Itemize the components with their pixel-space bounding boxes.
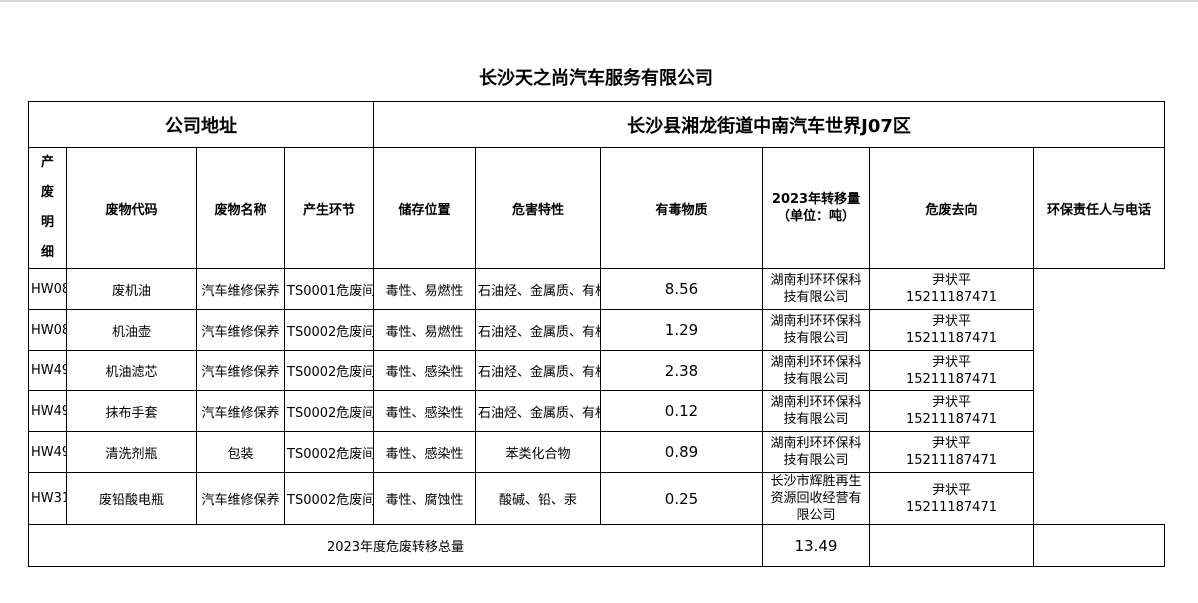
address-value: 长沙县湘龙街道中南汽车世界J07区 xyxy=(373,101,1165,148)
table-row: HW08-900-214-08废机油汽车维修保养TS0001危废间毒性、易燃性石… xyxy=(28,268,1165,310)
total-empty-dest xyxy=(869,524,1034,567)
toxic-substance-cell: 石油烃、金属质、有机毒素 xyxy=(475,350,601,391)
contact-person: 尹状平 xyxy=(931,314,971,329)
header-storage: 储存位置 xyxy=(373,147,476,269)
stage-cell: 汽车维修保养 xyxy=(196,350,285,391)
total-label: 2023年度危废转移总量 xyxy=(28,524,763,567)
contact-person: 尹状平 xyxy=(931,354,971,370)
table-row: HW49-900-041-49机油滤芯汽车维修保养TS0002危废间毒性、感染性… xyxy=(28,350,1165,391)
waste-code-cell: HW08-900-249-08 xyxy=(28,309,67,351)
hazard-cell: 毒性、感染性 xyxy=(373,431,476,473)
waste-name-cell: 机油壶 xyxy=(66,309,197,351)
contact-person: 尹状平 xyxy=(931,395,971,410)
stage-cell: 汽车维修保养 xyxy=(196,390,285,432)
contact-person: 尹状平 xyxy=(931,436,971,451)
table-row: HW49-900-041-49抹布手套汽车维修保养TS0002危废间毒性、感染性… xyxy=(28,390,1165,432)
header-hazard: 危害特性 xyxy=(475,147,601,269)
contact-phone: 15211187471 xyxy=(906,453,997,468)
stage-cell: 汽车维修保养 xyxy=(196,309,285,351)
quantity-cell: 0.89 xyxy=(600,431,763,473)
stage-cell: 汽车维修保养 xyxy=(196,472,285,525)
destination-cell: 长沙市辉胜再生资源回收经营有限公司 xyxy=(762,472,870,525)
hazard-cell: 毒性、腐蚀性 xyxy=(373,472,476,525)
destination-cell: 湖南利环环保科技有限公司 xyxy=(762,268,870,310)
table-row: HW49-900-041-49清洗剂瓶包装TS0002危废间毒性、感染性苯类化合… xyxy=(28,431,1165,473)
contact-phone: 15211187471 xyxy=(906,371,997,387)
toxic-substance-cell: 苯类化合物 xyxy=(475,431,601,473)
contact-cell: 尹状平 15211187471 xyxy=(869,390,1034,432)
header-qty: 2023年转移量 （单位：吨） xyxy=(762,147,870,269)
total-row: 2023年度危废转移总量 13.49 xyxy=(28,524,1165,567)
storage-cell: TS0001危废间 xyxy=(284,268,374,310)
contact-phone: 15211187471 xyxy=(906,331,997,346)
header-row: 产废明细 废物代码 废物名称 产生环节 储存位置 危害特性 有毒物质 2023年… xyxy=(28,147,1165,269)
header-qty-line2: （单位：吨） xyxy=(776,209,855,224)
waste-table: 公司地址 长沙县湘龙街道中南汽车世界J07区 产废明细 废物代码 废物名称 产生… xyxy=(28,101,1165,567)
table-row: HW31-900-052-31废铅酸电瓶汽车维修保养TS0002危废间毒性、腐蚀… xyxy=(28,472,1165,525)
page-title: 长沙天之尚汽车服务有限公司 xyxy=(479,68,713,89)
hazard-cell: 毒性、易燃性 xyxy=(373,309,476,351)
quantity-cell: 8.56 xyxy=(600,268,763,310)
hazard-cell: 毒性、易燃性 xyxy=(373,268,476,310)
total-value: 13.49 xyxy=(762,524,870,567)
contact-cell: 尹状平 15211187471 xyxy=(869,472,1034,525)
quantity-cell: 0.25 xyxy=(600,472,763,525)
storage-cell: TS0002危废间 xyxy=(284,390,374,432)
header-dest: 危废去向 xyxy=(869,147,1034,269)
waste-name-cell: 抹布手套 xyxy=(66,390,197,432)
contact-phone: 15211187471 xyxy=(906,499,997,515)
table-row: HW08-900-249-08机油壶汽车维修保养TS0002危废间毒性、易燃性石… xyxy=(28,309,1165,351)
destination-cell: 湖南利环环保科技有限公司 xyxy=(762,309,870,351)
destination-cell: 湖南利环环保科技有限公司 xyxy=(762,350,870,391)
waste-code-cell: HW31-900-052-31 xyxy=(28,472,67,525)
quantity-cell: 1.29 xyxy=(600,309,763,351)
address-row: 公司地址 长沙县湘龙街道中南汽车世界J07区 xyxy=(28,101,1165,148)
hazard-cell: 毒性、感染性 xyxy=(373,350,476,391)
storage-cell: TS0002危废间 xyxy=(284,472,374,525)
waste-code-cell: HW49-900-041-49 xyxy=(28,431,67,473)
toxic-substance-cell: 石油烃、金属质、有机毒素 xyxy=(475,390,601,432)
quantity-cell: 2.38 xyxy=(600,350,763,391)
contact-person: 尹状平 xyxy=(931,482,971,498)
toxic-substance-cell: 酸碱、铅、汞 xyxy=(475,472,601,525)
contact-cell: 尹状平 15211187471 xyxy=(869,268,1034,310)
stage-cell: 汽车维修保养 xyxy=(196,268,285,310)
toxic-substance-cell: 石油烃、金属质、有机毒素 xyxy=(475,268,601,310)
header-code: 废物代码 xyxy=(66,147,197,269)
header-contact: 环保责任人与电话 xyxy=(1033,147,1165,269)
contact-cell: 尹状平 15211187471 xyxy=(869,309,1034,351)
stage-cell: 包装 xyxy=(196,431,285,473)
contact-phone: 15211187471 xyxy=(906,290,997,305)
contact-cell: 尹状平 15211187471 xyxy=(869,350,1034,391)
header-qty-line1: 2023年转移量 xyxy=(771,192,861,207)
hazard-cell: 毒性、感染性 xyxy=(373,390,476,432)
contact-cell: 尹状平 15211187471 xyxy=(869,431,1034,473)
destination-cell: 湖南利环环保科技有限公司 xyxy=(762,390,870,432)
side-label: 产废明细 xyxy=(28,147,67,269)
storage-cell: TS0002危废间 xyxy=(284,350,374,391)
contact-person: 尹状平 xyxy=(931,273,971,288)
waste-code-cell: HW49-900-041-49 xyxy=(28,390,67,432)
address-label: 公司地址 xyxy=(28,101,374,148)
quantity-cell: 0.12 xyxy=(600,390,763,432)
contact-phone: 15211187471 xyxy=(906,412,997,427)
header-stage: 产生环节 xyxy=(284,147,374,269)
waste-name-cell: 废机油 xyxy=(66,268,197,310)
toxic-substance-cell: 石油烃、金属质、有机毒素 xyxy=(475,309,601,351)
waste-name-cell: 废铅酸电瓶 xyxy=(66,472,197,525)
waste-code-cell: HW49-900-041-49 xyxy=(28,350,67,391)
waste-name-cell: 机油滤芯 xyxy=(66,350,197,391)
storage-cell: TS0002危废间 xyxy=(284,431,374,473)
waste-code-cell: HW08-900-214-08 xyxy=(28,268,67,310)
waste-name-cell: 清洗剂瓶 xyxy=(66,431,197,473)
storage-cell: TS0002危废间 xyxy=(284,309,374,351)
total-empty-contact xyxy=(1033,524,1165,567)
header-toxic: 有毒物质 xyxy=(600,147,763,269)
top-border xyxy=(0,0,1198,2)
destination-cell: 湖南利环环保科技有限公司 xyxy=(762,431,870,473)
header-name: 废物名称 xyxy=(196,147,285,269)
